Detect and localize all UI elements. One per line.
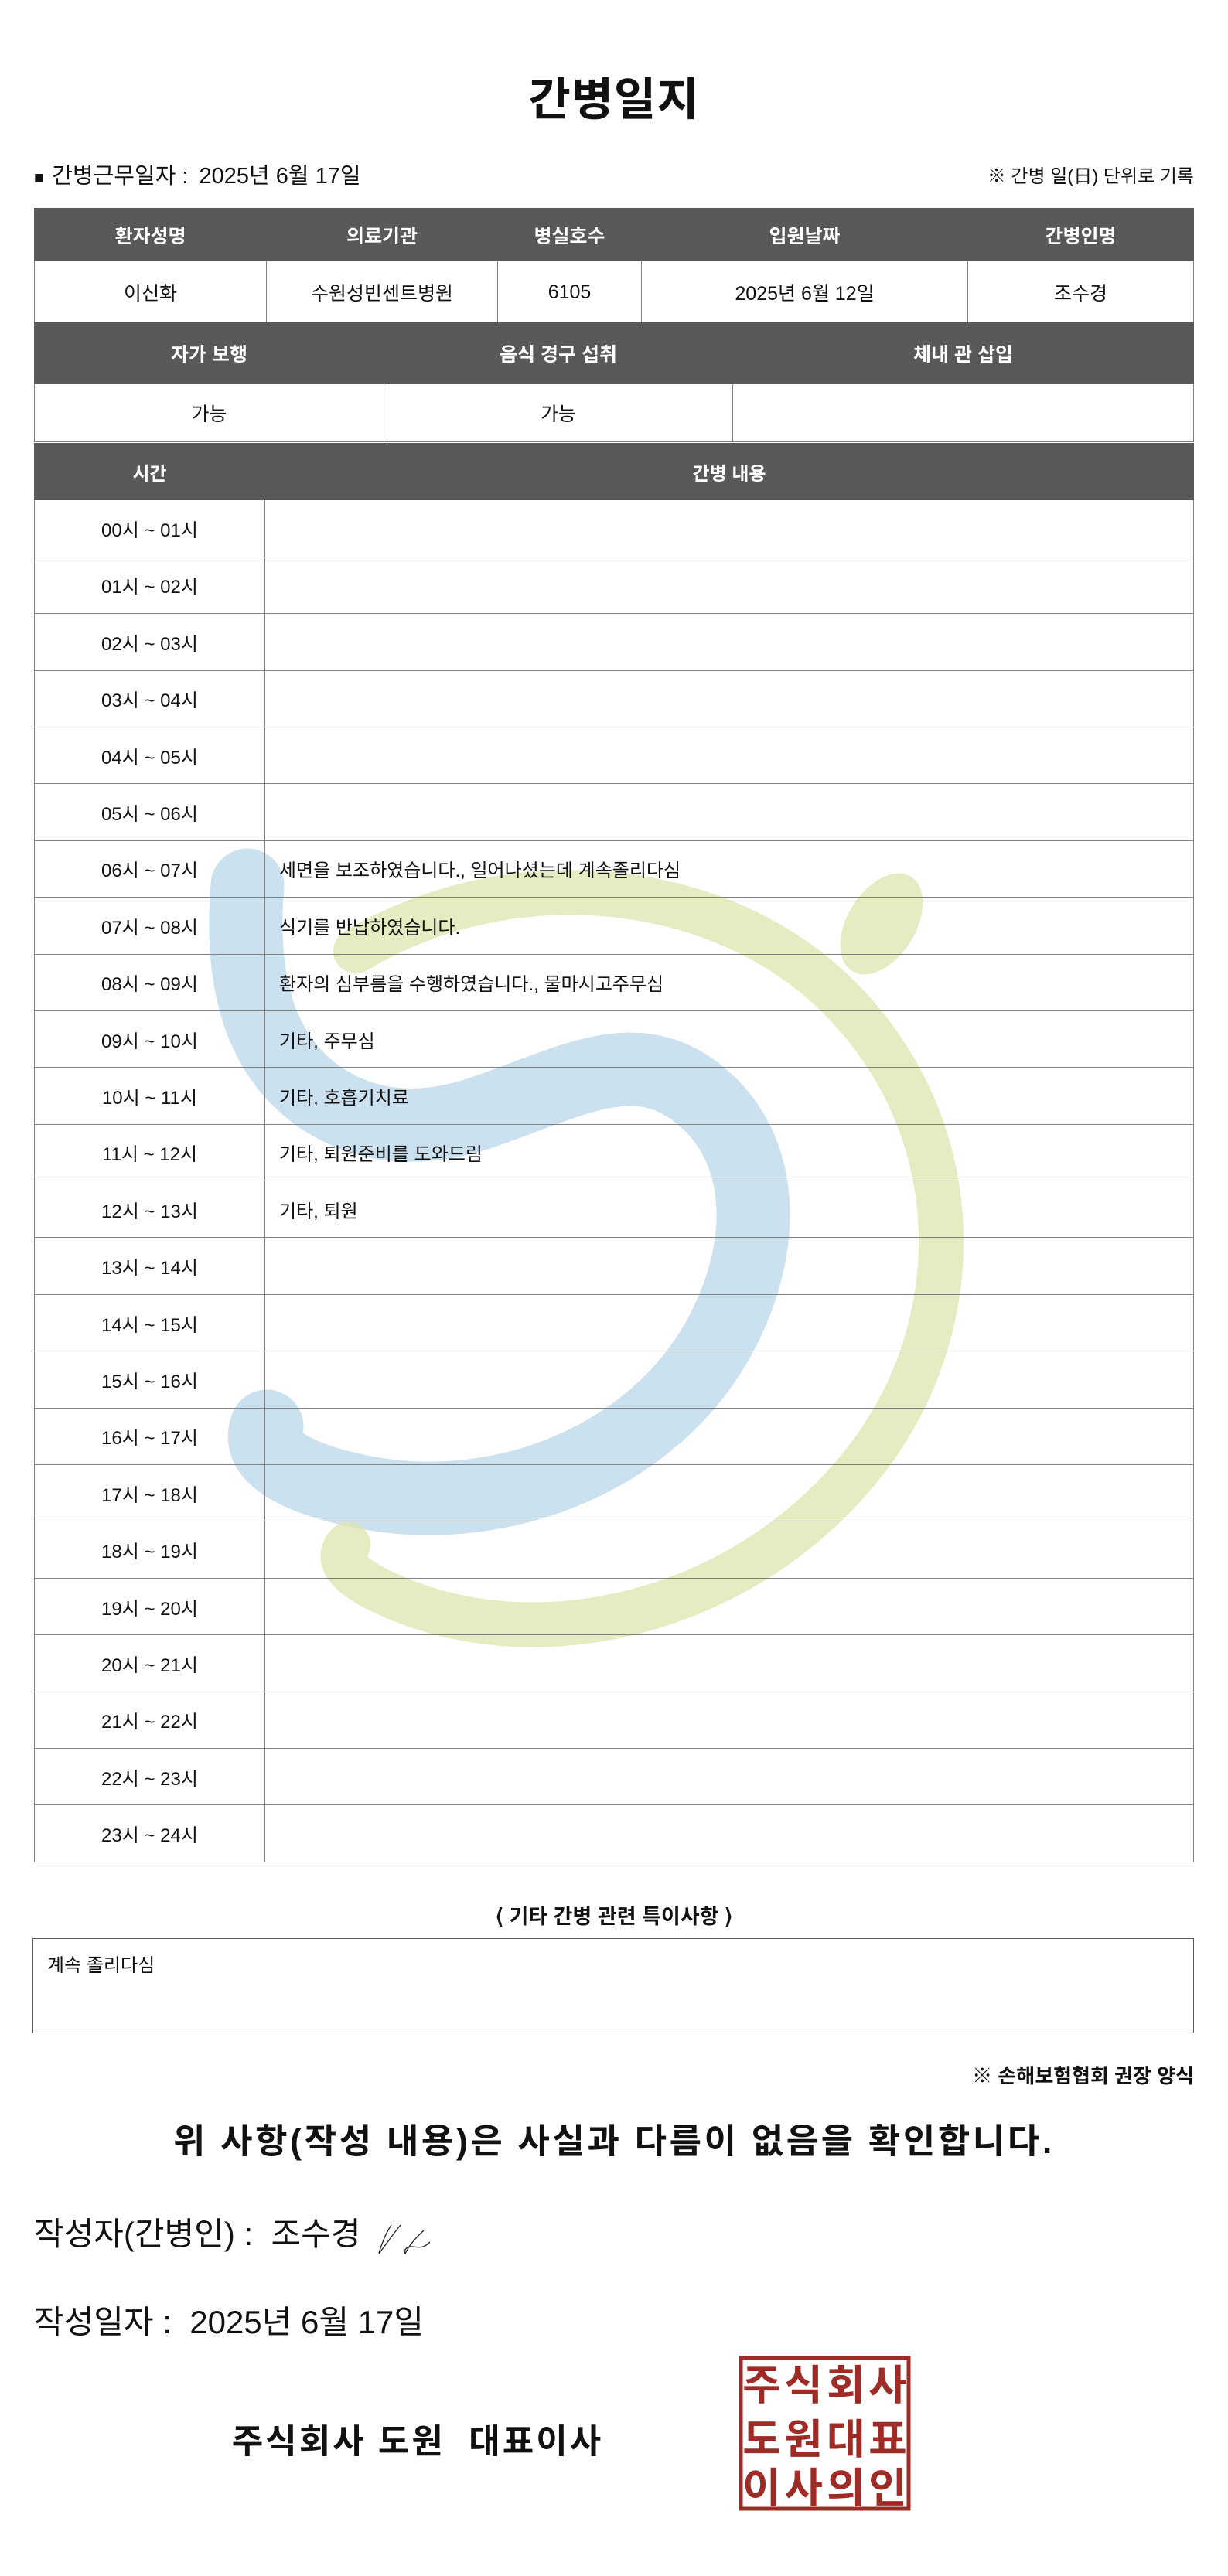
- svg-text:의: 의: [827, 2454, 865, 2511]
- svg-text:사: 사: [868, 2356, 907, 2412]
- svg-text:사: 사: [784, 2454, 823, 2511]
- svg-text:식: 식: [784, 2356, 823, 2412]
- svg-text:인: 인: [868, 2454, 907, 2511]
- svg-text:회: 회: [827, 2356, 865, 2412]
- svg-text:이: 이: [742, 2454, 781, 2511]
- svg-text:주: 주: [742, 2356, 781, 2412]
